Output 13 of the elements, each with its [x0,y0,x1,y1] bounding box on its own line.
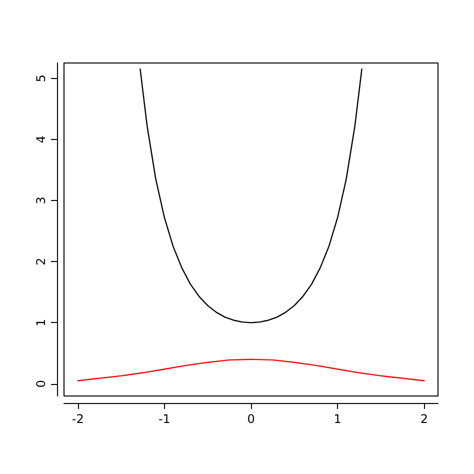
y-tick-label: 5 [34,74,48,82]
x-tick-label: -2 [72,412,84,426]
x-tick-label: 1 [334,412,342,426]
line-series [77,358,425,382]
x-tick-label: 2 [420,412,428,426]
y-tick-label: 2 [34,258,48,266]
line-series [140,68,362,324]
y-tick-label: 4 [34,136,48,144]
x-tick-label: 0 [247,412,255,426]
x-tick-label: -1 [158,412,170,426]
y-tick-label: 3 [34,196,48,204]
y-tick-label: 0 [34,380,48,388]
y-tick-label: 1 [34,318,48,326]
